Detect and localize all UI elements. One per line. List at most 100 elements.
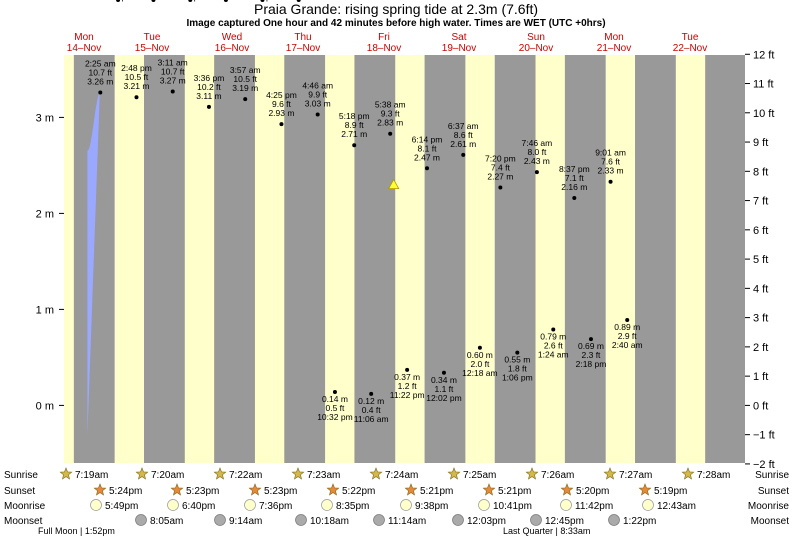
high-tide-label: 8.6 ft — [454, 130, 474, 140]
moonrise-time: 5:49pm — [105, 501, 138, 512]
low-tide-point — [441, 370, 446, 375]
low-tide-label: 10:32 pm — [317, 412, 352, 422]
sunrise-time: 7:19am — [75, 470, 108, 481]
sunset-time: 5:22pm — [342, 486, 375, 497]
sunset-icon — [560, 483, 574, 496]
low-tide-point — [515, 350, 520, 355]
low-tide-label: 12:02 pm — [426, 393, 461, 403]
right-axis-label: 9 ft — [753, 137, 768, 149]
high-tide-label: 7.1 ft — [565, 173, 585, 183]
moonset-icon — [295, 514, 307, 526]
chart-subtitle: Image captured One hour and 42 minutes b… — [186, 18, 605, 29]
sunset-time: 5:19pm — [654, 486, 687, 497]
high-tide-point — [315, 112, 320, 117]
high-tide-label: 3.19 m — [232, 83, 258, 93]
daylight-band — [395, 55, 425, 463]
sunrise-time: 7:24am — [385, 470, 418, 481]
high-tide-label: 9.6 ft — [272, 99, 292, 109]
daylight-band — [254, 55, 285, 463]
chart-title: Praia Grande: rising spring tide at 2.3m… — [254, 1, 538, 17]
sunrise-icon — [291, 467, 305, 480]
moonrise-time: 11:42pm — [575, 501, 613, 512]
moonset-time: 12:45pm — [545, 516, 584, 527]
row-label-right-moonrise: Moonrise — [748, 501, 790, 512]
high-tide-label: 2.33 m — [598, 166, 624, 176]
moonrise-time: 6:40pm — [182, 501, 215, 512]
high-tide-label: 9.3 ft — [381, 109, 401, 119]
moonrise-icon — [478, 499, 490, 511]
high-tide-label: 3.21 m — [123, 81, 149, 91]
low-tide-point — [588, 337, 593, 342]
high-tide-label: 2.27 m — [487, 171, 513, 181]
day-weekday: Tue — [144, 32, 161, 43]
sunset-time: 5:21pm — [420, 486, 453, 497]
low-tide-label: −0.1 ft — [251, 0, 276, 2]
moonrise-time: 12:43am — [657, 501, 696, 512]
high-tide-point — [388, 131, 393, 136]
sunrise-icon — [525, 467, 539, 480]
sunrise-time: 7:27am — [619, 470, 652, 481]
moonset-icon — [373, 514, 385, 526]
moonset-icon — [530, 514, 542, 526]
high-tide-label: 7:46 am — [522, 138, 553, 148]
low-tide-point — [477, 345, 482, 350]
high-tide-label: 8.0 ft — [527, 147, 547, 157]
high-tide-point — [170, 89, 175, 94]
low-tide-point — [151, 0, 156, 2]
sunrise-time: 7:22am — [229, 470, 262, 481]
daylight-band — [675, 55, 706, 463]
low-tide-label: 11:22 pm — [390, 390, 425, 400]
right-axis-label: 2 ft — [753, 342, 768, 354]
high-tide-point — [608, 179, 613, 184]
moonrise-time: 7:36pm — [259, 501, 292, 512]
day-date: 18–Nov — [367, 43, 401, 54]
daylight-band — [114, 55, 144, 463]
high-tide-label: 7:20 pm — [485, 153, 516, 163]
low-tide-label: 0.79 m — [540, 332, 566, 342]
tide-area — [87, 92, 100, 436]
sunset-icon — [248, 483, 262, 496]
right-axis-label: 0 ft — [753, 400, 768, 412]
low-tide-label: 1.8 ft — [508, 364, 528, 374]
daylight-band — [465, 55, 495, 463]
day-date: 15–Nov — [135, 43, 169, 54]
day-weekday: Sun — [527, 32, 545, 43]
sunrise-icon — [369, 467, 383, 480]
day-weekday: Thu — [294, 32, 311, 43]
low-tide-label: 2.6 ft — [544, 341, 564, 351]
low-tide-label: 0.89 m — [614, 322, 640, 332]
moonset-icon — [214, 514, 226, 526]
daylight-band — [535, 55, 565, 463]
sunrise-icon — [135, 467, 149, 480]
high-tide-label: 5:18 pm — [339, 111, 370, 121]
high-tide-label: 2.61 m — [450, 139, 476, 149]
moonrise-icon — [400, 499, 412, 511]
low-tide-label: 0.5 ft — [325, 403, 345, 413]
sunset-time: 5:23pm — [264, 486, 297, 497]
high-tide-label: 7.4 ft — [491, 162, 511, 172]
sunset-icon — [93, 483, 107, 496]
sunrise-icon — [447, 467, 461, 480]
low-tide-label: 0.55 m — [504, 355, 530, 365]
low-tide-label: 1:24 am — [538, 350, 569, 360]
low-tide-point — [116, 0, 121, 2]
sunrise-time: 7:26am — [541, 470, 574, 481]
high-tide-point — [352, 143, 357, 148]
sunrise-icon — [59, 467, 73, 480]
low-tide-label: −0.6 ft — [214, 0, 239, 2]
moonrise-icon — [560, 499, 572, 511]
astro-table: Sunrise Sunrise Sunset Sunset Moonrise Moonri… — [4, 467, 790, 536]
high-tide-label: 8:37 pm — [559, 164, 590, 174]
sunset-time: 5:24pm — [109, 486, 142, 497]
high-tide-label: 2:48 pm — [121, 63, 152, 73]
low-tide-label: 8:38 am — [138, 0, 169, 2]
high-tide-label: 3.26 m — [87, 76, 113, 86]
right-axis-label: 3 ft — [753, 313, 768, 325]
daylight-band — [184, 55, 215, 463]
low-tide-label: 0.34 m — [431, 375, 457, 385]
row-label-moonset: Moonset — [4, 516, 43, 527]
row-label-right-sunrise: Sunrise — [755, 470, 789, 481]
sunrise-icon — [603, 467, 617, 480]
sunrise-icon — [681, 467, 695, 480]
high-tide-label: 8.1 ft — [418, 143, 438, 153]
